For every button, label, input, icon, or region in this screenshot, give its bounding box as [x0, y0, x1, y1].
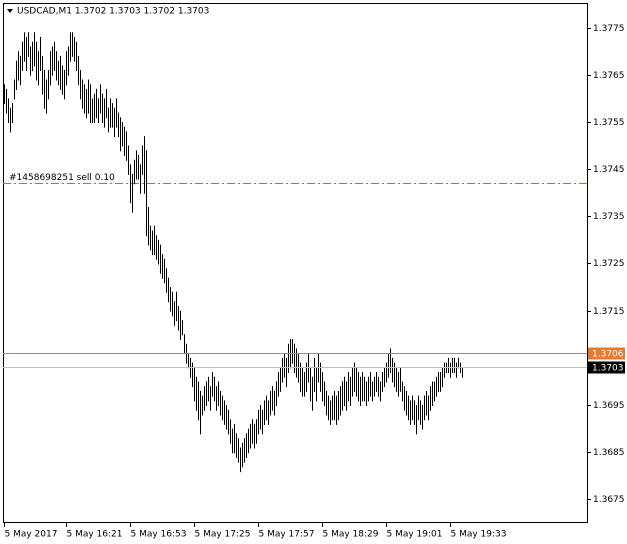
y-tick-label: 1.3765 [593, 71, 625, 81]
x-tick-label: 5 May 16:21 [67, 530, 123, 540]
x-tick-label: 5 May 17:25 [195, 530, 251, 540]
price-label-box [588, 347, 625, 360]
chart-title: USDCAD,M1 1.3702 1.3703 1.3702 1.3703 [17, 7, 209, 17]
y-tick-label: 1.3775 [593, 24, 625, 34]
x-tick-label: 5 May 19:33 [451, 530, 507, 540]
x-tick-label: 5 May 16:53 [131, 530, 187, 540]
y-tick-label: 1.3675 [593, 495, 625, 505]
y-tick-label: 1.3745 [593, 165, 625, 175]
y-tick-label: 1.3715 [593, 307, 625, 317]
price-label: 1.3706 [592, 350, 624, 360]
y-tick-label: 1.3735 [593, 212, 625, 222]
collapse-icon[interactable] [7, 9, 13, 13]
y-tick-label: 1.3695 [593, 401, 625, 411]
y-tick-label: 1.3755 [593, 118, 625, 128]
x-tick-label: 5 May 19:01 [387, 530, 443, 540]
price-label: 1.3703 [592, 364, 624, 374]
order-label: #1458698251 sell 0.10 [9, 173, 115, 183]
y-tick-label: 1.3725 [593, 259, 625, 269]
x-tick-label: 5 May 17:57 [259, 530, 315, 540]
x-tick-label: 5 May 2017 [5, 530, 58, 540]
x-tick-label: 5 May 18:29 [323, 530, 379, 540]
y-tick-label: 1.3685 [593, 448, 625, 458]
price-label-box [588, 361, 625, 374]
